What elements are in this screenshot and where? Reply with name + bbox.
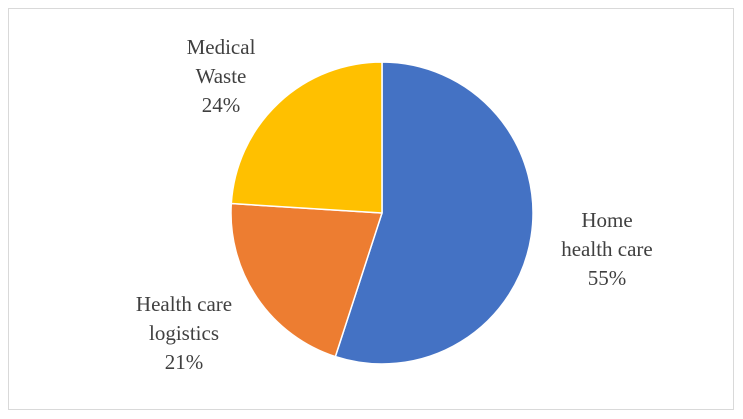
data-label-health-care-logistics-percent: 21%	[165, 350, 204, 374]
data-label-home-health-care-line1: Home	[581, 208, 632, 232]
pie-slice-home-health-care	[334, 61, 534, 365]
data-label-home-health-care-line2: health care	[561, 237, 653, 261]
data-label-medical-waste-line1: Medical	[187, 35, 256, 59]
data-label-health-care-logistics-line1: Health care	[136, 292, 232, 316]
data-label-medical-waste-percent: 24%	[202, 93, 241, 117]
pie-slices	[230, 61, 534, 365]
data-label-medical-waste-line2: Waste	[196, 64, 247, 88]
pie-slice-medical-waste	[230, 61, 383, 214]
pie-slice-health-care-logistics	[230, 202, 383, 358]
data-label-home-health-care-percent: 55%	[588, 266, 627, 290]
data-label-health-care-logistics-line2: logistics	[149, 321, 219, 345]
data-labels: Home health care 55% Health care logisti…	[136, 35, 653, 374]
